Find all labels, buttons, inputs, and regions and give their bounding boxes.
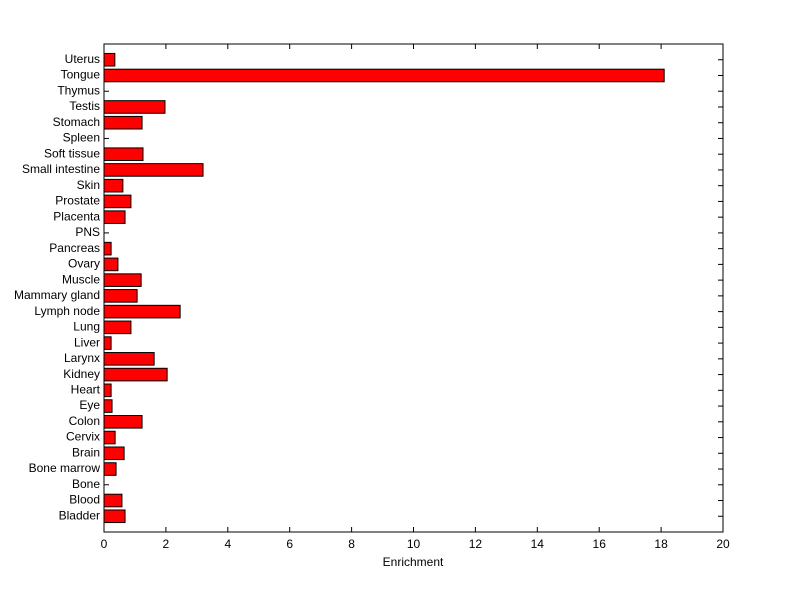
y-tick-label: Ovary xyxy=(68,257,100,271)
bar xyxy=(103,178,124,193)
y-tick-label: Mammary gland xyxy=(14,288,100,302)
y-tick-label: Colon xyxy=(69,414,100,428)
y-tick-label: Bone xyxy=(72,477,100,491)
y-tick-label: Cervix xyxy=(66,430,100,444)
y-tick-label: Prostate xyxy=(55,194,100,208)
bar xyxy=(103,509,126,524)
bar xyxy=(103,210,126,224)
bar xyxy=(103,68,665,83)
y-tick-label: Liver xyxy=(74,335,100,349)
x-tick-label: 14 xyxy=(531,537,545,551)
x-tick-label: 6 xyxy=(286,537,293,551)
y-tick-label: Brain xyxy=(72,445,100,459)
bar xyxy=(103,336,112,350)
y-tick-label: Kidney xyxy=(63,367,100,381)
bar xyxy=(103,304,181,319)
y-tick-label: Tongue xyxy=(61,68,101,82)
bar xyxy=(103,446,125,461)
y-tick-label: Blood xyxy=(69,493,100,507)
bar xyxy=(103,241,112,256)
y-tick-label: Lymph node xyxy=(34,304,100,318)
bar xyxy=(103,352,155,366)
bar xyxy=(103,399,113,413)
bar xyxy=(103,163,204,177)
bar xyxy=(103,147,144,161)
bar xyxy=(103,194,132,209)
y-tick-label: Larynx xyxy=(64,351,100,365)
bar xyxy=(103,462,117,476)
bar xyxy=(103,115,143,130)
y-tick-label: Spleen xyxy=(63,131,100,145)
y-tick-label: Soft tissue xyxy=(44,146,100,160)
x-tick-label: 18 xyxy=(654,537,668,551)
y-tick-label: Stomach xyxy=(53,115,100,129)
y-tick-label: Bone marrow xyxy=(29,461,101,475)
x-tick-label: 0 xyxy=(101,537,108,551)
bar xyxy=(103,257,119,272)
bar xyxy=(103,100,166,114)
y-tick-label: Placenta xyxy=(53,209,100,223)
y-tick-label: Pancreas xyxy=(49,241,100,255)
y-tick-label: Eye xyxy=(79,398,100,412)
x-tick-label: 20 xyxy=(716,537,730,551)
bar xyxy=(103,273,142,287)
bar xyxy=(103,493,123,508)
y-tick-label: Lung xyxy=(73,320,100,334)
bar xyxy=(103,383,112,398)
y-tick-label: Thymus xyxy=(57,83,100,97)
bar xyxy=(103,367,168,382)
x-tick-label: 4 xyxy=(224,537,231,551)
plot-frame xyxy=(103,43,724,533)
y-tick-label: Skin xyxy=(77,178,100,192)
bar xyxy=(103,289,138,303)
y-tick-label: Small intestine xyxy=(22,162,100,176)
bar xyxy=(103,52,116,67)
x-tick-label: 16 xyxy=(593,537,607,551)
x-tick-label: 10 xyxy=(407,537,421,551)
bar xyxy=(103,430,116,445)
y-tick-label: PNS xyxy=(75,225,100,239)
x-tick-label: 12 xyxy=(469,537,483,551)
y-tick-label: Muscle xyxy=(62,272,100,286)
x-tick-label: 2 xyxy=(163,537,170,551)
bar xyxy=(103,415,143,429)
y-tick-label: Testis xyxy=(69,99,100,113)
y-tick-label: Heart xyxy=(71,382,101,396)
x-axis-label: Enrichment xyxy=(383,555,444,569)
bar xyxy=(103,320,132,335)
x-tick-label: 8 xyxy=(348,537,355,551)
y-tick-label: Uterus xyxy=(65,52,100,66)
y-tick-label: Bladder xyxy=(59,508,100,522)
